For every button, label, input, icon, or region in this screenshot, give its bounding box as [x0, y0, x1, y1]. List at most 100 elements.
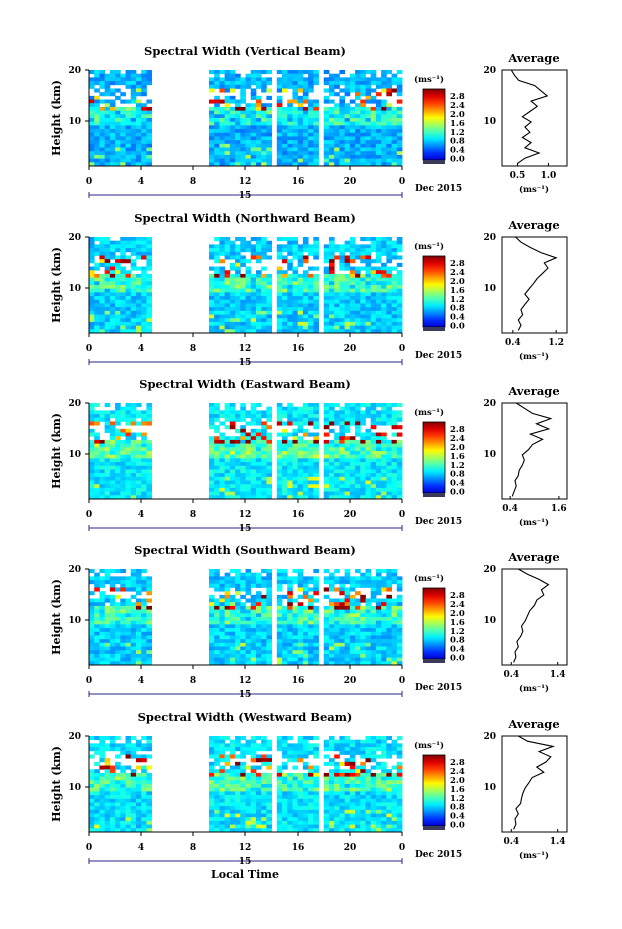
heatmap-cell [135, 154, 142, 160]
heatmap-cell [99, 329, 106, 334]
heatmap-cell [208, 602, 215, 607]
heatmap-cell [94, 462, 100, 467]
heatmap-cell [141, 569, 147, 574]
heatmap-cell [214, 776, 220, 781]
heatmap-cell [240, 454, 246, 459]
heatmap-cell [125, 296, 132, 301]
heatmap-cell [208, 620, 215, 625]
heatmap-cell [355, 769, 361, 774]
panel-title: Spectral Width (Southward Beam) [134, 543, 356, 557]
heatmap-cell [282, 491, 288, 496]
heatmap-cell [287, 454, 293, 459]
heatmap-cell [229, 151, 236, 156]
heatmap-cell [334, 154, 340, 160]
heatmap-cell [146, 277, 152, 282]
heatmap-cell [339, 576, 346, 581]
heatmap-cell [344, 758, 351, 763]
heatmap-cell [282, 129, 288, 134]
heatmap-cell [135, 240, 142, 245]
heatmap-cell [229, 114, 236, 119]
heatmap-cell [255, 303, 262, 308]
heatmap-cell [339, 635, 346, 640]
heatmap-cell [287, 266, 293, 271]
heatmap-cell [349, 73, 356, 78]
heatmap-cell [235, 480, 241, 485]
heatmap-cell [375, 609, 382, 614]
heatmap-cell [328, 110, 335, 115]
heatmap-cell [208, 436, 215, 441]
heatmap-cell [375, 147, 382, 152]
heatmap-cell [219, 136, 226, 141]
heatmap-cell [328, 281, 335, 286]
heatmap-cell [287, 458, 293, 463]
heatmap-cell [297, 406, 304, 411]
heatmap-cell [349, 443, 356, 448]
heatmap-cell [104, 321, 111, 327]
heatmap-cell [141, 143, 147, 148]
heatmap-cell [104, 776, 111, 781]
heatmap-cell [365, 650, 372, 655]
heatmap-cell [146, 70, 152, 75]
heatmap-cell [365, 750, 372, 755]
heatmap-cell [365, 495, 372, 500]
heatmap-cell [396, 491, 403, 496]
heatmap-cell [339, 650, 346, 655]
heatmap-cell [375, 491, 382, 496]
heatmap-cell [245, 244, 252, 249]
heatmap-cell [349, 772, 356, 778]
heatmap-cell [89, 454, 95, 459]
heatmap-cell [287, 151, 293, 156]
heatmap-cell [240, 487, 246, 493]
heatmap-cell [115, 259, 121, 264]
heatmap-cell [297, 158, 304, 163]
heatmap-cell [89, 650, 95, 655]
heatmap-cell [235, 635, 241, 640]
heatmap-cell [313, 151, 319, 156]
heatmap-cell [266, 325, 272, 330]
heatmap-cell [125, 143, 132, 148]
heatmap-cell [240, 125, 246, 130]
heatmap-cell [219, 624, 226, 629]
heatmap-cell [141, 653, 147, 659]
panel-3: Spectral Width (Eastward Beam)Height (km… [50, 377, 568, 534]
heatmap-cell [99, 469, 106, 474]
heatmap-cell [360, 646, 366, 651]
heatmap-cell [219, 147, 226, 152]
heatmap-cell [208, 406, 215, 411]
heatmap-cell [255, 248, 262, 253]
heatmap-cell [146, 417, 152, 422]
heatmap-cell [115, 421, 121, 426]
heatmap-cell [349, 465, 356, 470]
heatmap-cell [250, 743, 257, 748]
heatmap-cell [125, 162, 132, 167]
heatmap-cell [282, 613, 288, 618]
heatmap-cell [349, 288, 356, 293]
heatmap-cell [245, 657, 252, 662]
heatmap-cell [146, 251, 152, 256]
heatmap-cell [276, 439, 283, 445]
heatmap-cell [375, 598, 382, 603]
heatmap-cell [104, 605, 111, 611]
heatmap-cell [109, 447, 116, 452]
heatmap-cell [235, 129, 241, 134]
heatmap-cell [297, 110, 304, 115]
heatmap-cell [115, 403, 121, 408]
heatmap-cell [287, 329, 293, 334]
heatmap-cell [130, 631, 137, 636]
heatmap-cell [391, 288, 398, 293]
heatmap-cell [214, 136, 220, 141]
heatmap-cell [334, 576, 340, 581]
heatmap-cell [328, 443, 335, 448]
heatmap-cell [255, 310, 262, 315]
heatmap-cell [287, 620, 293, 625]
heatmap-cell [224, 495, 231, 500]
heatmap-cell [375, 162, 382, 167]
heatmap-cell [349, 292, 356, 297]
heatmap-cell [355, 281, 361, 286]
heatmap-cell [313, 281, 319, 286]
heatmap-cell [355, 447, 361, 452]
heatmap-cell [276, 635, 283, 640]
heatmap-cell [276, 88, 283, 93]
heatmap-cell [302, 321, 309, 327]
heatmap-cell [297, 296, 304, 301]
